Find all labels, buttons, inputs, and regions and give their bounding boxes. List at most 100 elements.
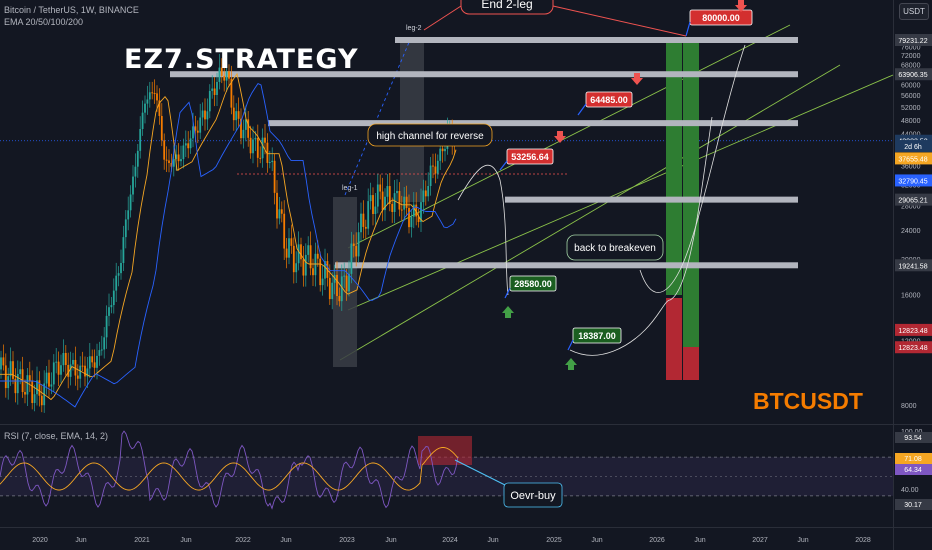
candle-body [91, 356, 94, 363]
price-tick: 52000 [901, 105, 921, 112]
candle-body [139, 129, 142, 151]
candle-body [182, 145, 185, 160]
candle-body [285, 248, 288, 258]
currency-button[interactable]: USDT [899, 3, 929, 20]
down-arrow-icon [735, 0, 747, 12]
price-tag [895, 152, 932, 165]
up-arrow-icon [565, 358, 577, 370]
candle-body [160, 115, 163, 141]
candle-body [120, 262, 122, 274]
time-tick: 2027 [752, 537, 768, 544]
brand-logo: EZ7.STRATEGY [124, 44, 359, 75]
candle-body [165, 159, 168, 161]
candle-body [283, 213, 286, 249]
candle-body [172, 158, 175, 167]
candle-body [86, 368, 89, 377]
candle-body [340, 276, 343, 302]
candle-body [333, 274, 336, 283]
candle-body [276, 192, 278, 219]
price-callout [506, 148, 554, 165]
time-tick: 2020 [32, 537, 48, 544]
price-tag [895, 34, 932, 46]
candle-body [24, 392, 26, 395]
candle-body [156, 93, 158, 101]
candle-body [84, 365, 86, 377]
candle-body [350, 243, 353, 274]
candle-body [72, 359, 74, 365]
candle-body [204, 110, 206, 120]
candle-body [429, 165, 432, 187]
candle-body [127, 210, 130, 220]
candle-body [237, 111, 240, 119]
candle-body [292, 245, 295, 273]
time-tick: Jun [487, 537, 498, 544]
candle-body [348, 273, 350, 292]
candle-body [280, 209, 283, 214]
down-arrow-icon [631, 73, 643, 85]
candle-body [338, 295, 341, 302]
candle-body [52, 362, 55, 385]
candle-body [391, 203, 394, 212]
time-tick: 2022 [235, 537, 251, 544]
candle-body [201, 110, 204, 118]
price-tag-text: 37655.48 [898, 156, 927, 163]
candle-body [14, 378, 17, 394]
candle-body [230, 78, 233, 108]
chart-title: Bitcoin / TetherUS, 1W, BINANCE [4, 5, 139, 15]
level-bar [268, 120, 798, 127]
candle-body [196, 130, 199, 133]
note-text: high channel for reverse [376, 131, 484, 142]
candle-body [122, 237, 125, 263]
candle-body [261, 137, 264, 159]
candle-body [105, 315, 108, 338]
ema-slow-line [0, 83, 457, 408]
candle-body [369, 195, 372, 202]
candle-body [144, 103, 146, 113]
time-tick: 2026 [649, 537, 665, 544]
candle-body [408, 207, 410, 228]
candle-body [232, 107, 235, 121]
price-tick: 56000 [901, 93, 921, 100]
candle-body [328, 277, 331, 300]
candle-body [244, 119, 247, 130]
candle-body [379, 184, 382, 192]
candle-body [151, 92, 154, 94]
candle-body [158, 100, 161, 116]
candle-body [319, 258, 322, 286]
time-tick: 2025 [546, 537, 562, 544]
candle-body [16, 374, 19, 394]
callout-pointer [577, 103, 587, 116]
candle-body [235, 111, 238, 121]
time-tick: Jun [591, 537, 602, 544]
price-callout [509, 275, 557, 292]
candle-body [268, 162, 271, 164]
rsi-tag [895, 453, 932, 464]
candle-body [321, 278, 324, 286]
price-tag [895, 174, 932, 187]
note-text: Oevr-buy [510, 490, 556, 502]
candle-body [218, 67, 221, 82]
candle-body [300, 244, 302, 260]
price-tag-text: 2d 6h [904, 144, 922, 151]
price-callout-text: 80000.00 [702, 13, 740, 23]
price-tick: 76000 [901, 45, 921, 52]
candle-body [31, 381, 34, 404]
candle-body [192, 126, 194, 139]
candle-body [307, 245, 310, 255]
candle-body [57, 361, 60, 375]
candle-body [50, 384, 53, 387]
rsi-label: RSI (7, close, EMA, 14, 2) [4, 431, 109, 441]
price-tag [895, 341, 932, 354]
time-tick: 2028 [855, 537, 871, 544]
candle-body [422, 190, 425, 203]
candle-body [367, 201, 370, 229]
candle-body [64, 352, 67, 365]
candle-body [304, 254, 307, 276]
candle-body [256, 137, 259, 158]
candle-body [220, 67, 223, 76]
candle-body [439, 148, 442, 161]
price-callout-text: 18387.00 [578, 331, 616, 341]
candle-body [206, 111, 209, 120]
candle-body [4, 365, 7, 389]
